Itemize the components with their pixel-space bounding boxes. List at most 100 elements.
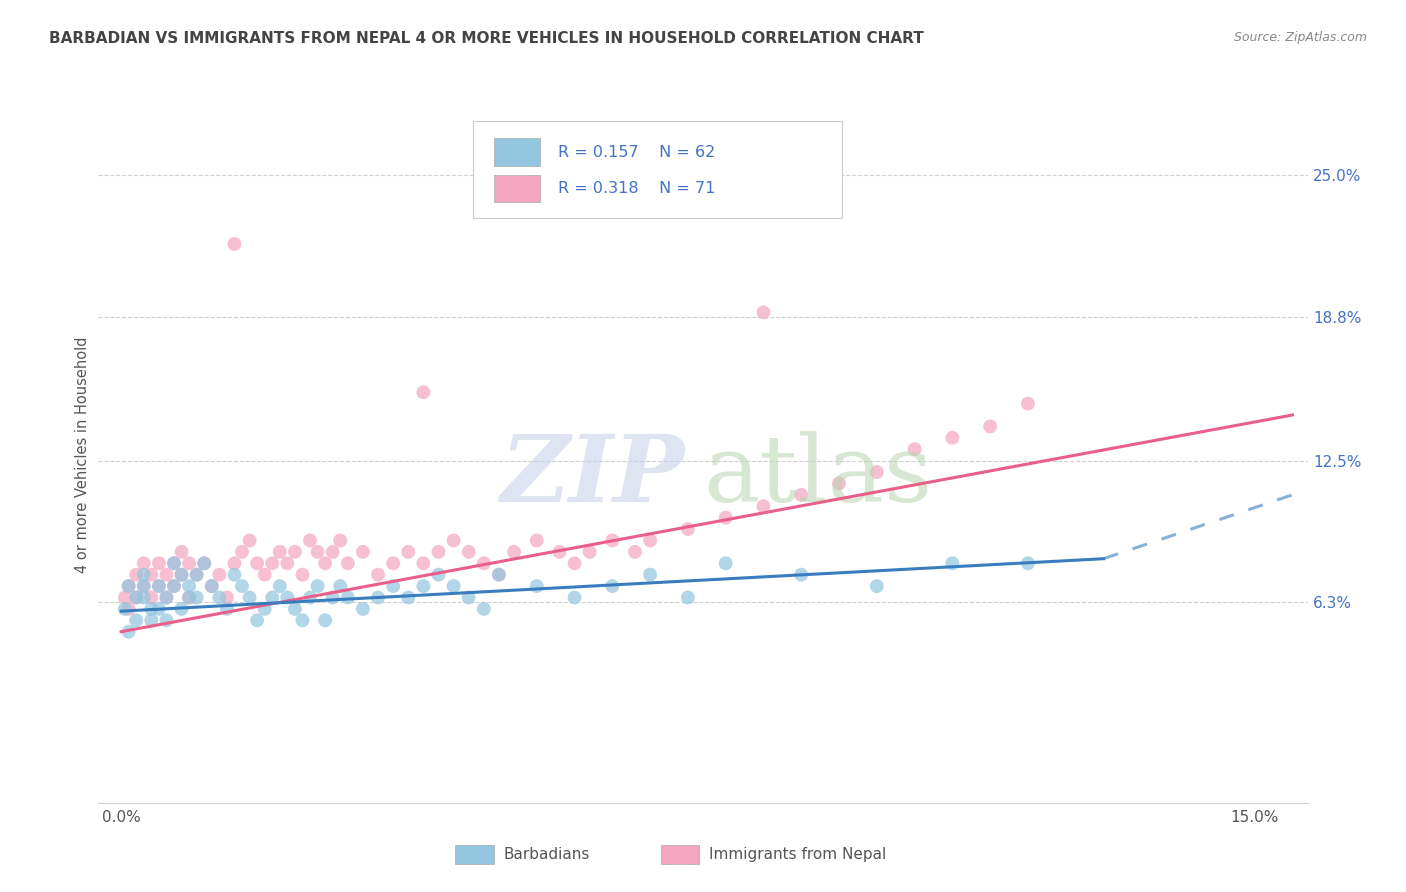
Point <box>118 579 141 593</box>
Point <box>443 533 465 548</box>
Point <box>336 591 359 605</box>
Point <box>141 567 163 582</box>
Point <box>193 556 215 570</box>
Point <box>125 591 148 605</box>
Point <box>299 533 322 548</box>
FancyBboxPatch shape <box>661 845 699 864</box>
Point <box>329 579 352 593</box>
FancyBboxPatch shape <box>494 175 540 202</box>
Point <box>472 602 495 616</box>
Point <box>488 567 510 582</box>
Point <box>284 602 307 616</box>
Point <box>224 236 246 251</box>
Point <box>141 602 163 616</box>
Point <box>253 567 276 582</box>
Point <box>367 591 389 605</box>
Point <box>382 579 405 593</box>
Point <box>329 533 352 548</box>
Point <box>132 567 155 582</box>
Point <box>472 556 495 570</box>
Point <box>457 591 479 605</box>
Point <box>790 567 813 582</box>
Point <box>163 556 186 570</box>
Point <box>186 567 208 582</box>
Text: R = 0.157    N = 62: R = 0.157 N = 62 <box>558 145 716 160</box>
Point <box>1017 556 1039 570</box>
Point <box>114 591 136 605</box>
Point <box>170 545 193 559</box>
Point <box>564 556 586 570</box>
Point <box>638 567 661 582</box>
Point <box>443 579 465 593</box>
Point <box>125 591 148 605</box>
Point <box>714 510 737 524</box>
Point <box>155 613 177 627</box>
Point <box>193 556 215 570</box>
Y-axis label: 4 or more Vehicles in Household: 4 or more Vehicles in Household <box>75 336 90 574</box>
Point <box>141 591 163 605</box>
Point <box>215 591 238 605</box>
Point <box>488 567 510 582</box>
Point <box>141 613 163 627</box>
Point <box>125 567 148 582</box>
Text: Source: ZipAtlas.com: Source: ZipAtlas.com <box>1233 31 1367 45</box>
Point <box>676 591 699 605</box>
Point <box>215 602 238 616</box>
Point <box>179 556 201 570</box>
Point <box>676 522 699 536</box>
Point <box>427 545 450 559</box>
Point <box>866 579 889 593</box>
Point <box>155 567 177 582</box>
Point <box>163 556 186 570</box>
Text: atlas: atlas <box>703 431 932 521</box>
Point <box>148 602 170 616</box>
Point <box>548 545 571 559</box>
Point <box>412 579 434 593</box>
Point <box>299 591 322 605</box>
Point <box>1017 396 1039 410</box>
Point <box>132 591 155 605</box>
Point <box>602 579 624 593</box>
Point <box>132 579 155 593</box>
Point <box>186 591 208 605</box>
Point <box>412 385 434 400</box>
Point <box>179 591 201 605</box>
Point <box>396 545 419 559</box>
Point <box>503 545 526 559</box>
Point <box>427 567 450 582</box>
Text: ZIP: ZIP <box>501 431 685 521</box>
Point <box>132 579 155 593</box>
Point <box>578 545 600 559</box>
Point <box>314 556 336 570</box>
Point <box>284 545 307 559</box>
Point <box>231 545 253 559</box>
Point <box>224 556 246 570</box>
Point <box>752 305 775 319</box>
Point <box>322 545 344 559</box>
Point <box>163 579 186 593</box>
Point <box>307 579 329 593</box>
Point <box>314 613 336 627</box>
Point <box>904 442 927 457</box>
Point <box>170 602 193 616</box>
Text: BARBADIAN VS IMMIGRANTS FROM NEPAL 4 OR MORE VEHICLES IN HOUSEHOLD CORRELATION C: BARBADIAN VS IMMIGRANTS FROM NEPAL 4 OR … <box>49 31 924 46</box>
Point <box>201 579 224 593</box>
FancyBboxPatch shape <box>456 845 494 864</box>
Point <box>208 567 231 582</box>
Point <box>602 533 624 548</box>
Point <box>148 556 170 570</box>
Point <box>201 579 224 593</box>
Point <box>979 419 1001 434</box>
Text: R = 0.318    N = 71: R = 0.318 N = 71 <box>558 181 716 196</box>
Point <box>118 602 141 616</box>
Point <box>307 545 329 559</box>
Text: Barbadians: Barbadians <box>503 847 591 862</box>
Point <box>714 556 737 570</box>
Point <box>396 591 419 605</box>
Point <box>276 556 298 570</box>
Point <box>526 533 548 548</box>
Point <box>246 556 269 570</box>
Point <box>638 533 661 548</box>
Point <box>118 579 141 593</box>
Point <box>125 613 148 627</box>
